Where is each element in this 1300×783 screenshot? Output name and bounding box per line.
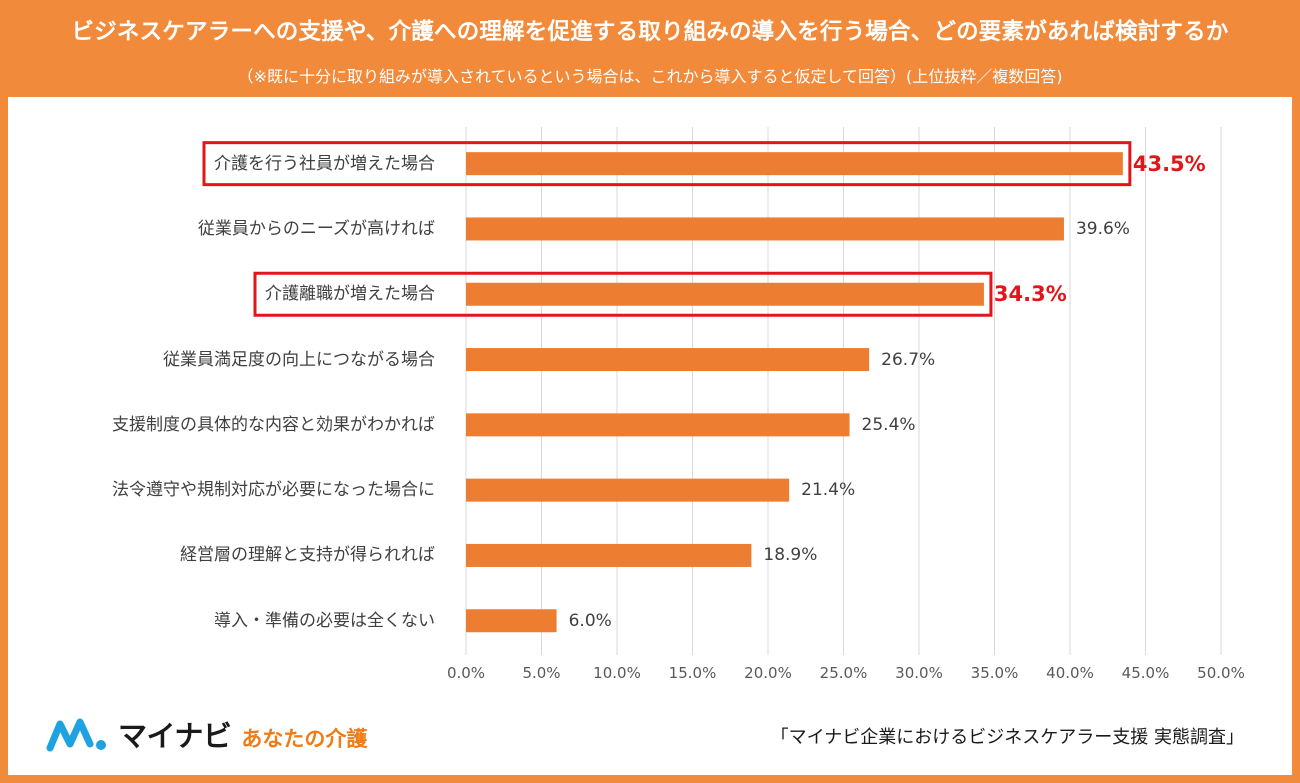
value-label: 18.9% <box>763 545 818 566</box>
value-label: 26.7% <box>881 349 936 370</box>
mynavi-logo: マイナビ あなたの介護 <box>46 711 367 757</box>
bar <box>466 413 850 437</box>
x-tick-label: 25.0% <box>819 664 868 682</box>
value-label: 34.3% <box>993 282 1067 307</box>
header: ビジネスケアラーへの支援や、介護への理解を促進する取り組みの導入を行う場合、どの… <box>0 0 1300 96</box>
logo-main-text: マイナビ <box>118 719 232 753</box>
chart-panel: 0.0% 5.0% 10.0% 15.0% 20.0% 25.0% 30.0% 35.0% 40… <box>8 97 1292 775</box>
value-label: 25.4% <box>861 414 916 435</box>
category-label: 介護を行う社員が増えた場合 <box>214 153 435 174</box>
bar-chart <box>202 127 1222 655</box>
x-tick-label: 40.0% <box>1046 664 1094 682</box>
x-tick-label: 10.0% <box>593 664 641 682</box>
bar <box>466 152 1123 176</box>
category-label: 支援制度の具体的な内容と効果がわかれば <box>112 414 435 435</box>
mynavi-logo-icon <box>46 718 106 752</box>
x-tick-label: 15.0% <box>668 664 717 682</box>
bar <box>466 478 790 502</box>
x-tick-label: 50.0% <box>1197 664 1245 682</box>
x-tick-label: 20.0% <box>744 664 792 682</box>
category-label: 経営層の理解と支持が得られれば <box>180 545 435 566</box>
chart-subtitle: （※既に十分に取り組みが導入されているという場合は、これから導入すると仮定して回… <box>237 67 1063 86</box>
value-label: 21.4% <box>801 480 856 501</box>
value-label: 6.0% <box>568 610 612 631</box>
category-label: 法令遵守や規制対応が必要になった場合に <box>112 480 435 501</box>
category-label: 介護離職が増えた場合 <box>265 284 435 305</box>
value-label: 39.6% <box>1075 218 1130 239</box>
bar <box>466 348 870 372</box>
highlight-box <box>253 271 993 317</box>
bar <box>466 609 557 633</box>
logo-sub-text: あなたの介護 <box>241 727 368 751</box>
x-tick-label: 0.0% <box>446 664 486 682</box>
highlight-box <box>202 141 1132 187</box>
bar <box>466 543 752 567</box>
category-label: 導入・準備の必要は全くない <box>214 610 435 631</box>
source-note: 「マイナビ企業におけるビジネスケアラー支援 実態調査」 <box>770 727 1244 748</box>
x-tick-label: 5.0% <box>522 664 561 682</box>
bar <box>466 282 984 306</box>
x-tick-label: 30.0% <box>895 664 943 682</box>
chart-title: ビジネスケアラーへの支援や、介護への理解を促進する取り組みの導入を行う場合、どの… <box>71 19 1229 45</box>
bar <box>466 217 1064 241</box>
category-label: 従業員からのニーズが高ければ <box>197 218 435 239</box>
value-label: 43.5% <box>1132 151 1206 176</box>
x-tick-label: 45.0% <box>1121 664 1170 682</box>
category-label: 従業員満足度の向上につながる場合 <box>163 349 435 370</box>
x-tick-label: 35.0% <box>970 664 1019 682</box>
